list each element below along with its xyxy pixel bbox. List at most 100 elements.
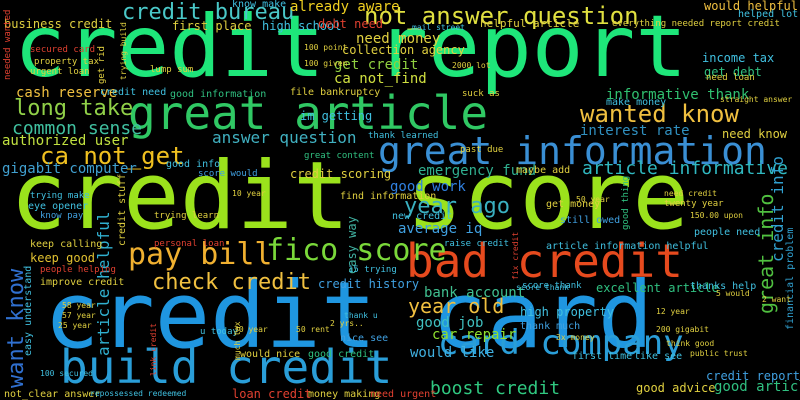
word-eye-opener: eye opener: [28, 201, 89, 212]
word-10-year: 10 year: [232, 189, 266, 198]
word-nice-see: nice see: [340, 333, 389, 344]
word-good-job: good job: [416, 315, 484, 331]
word-check-credit: check credit: [152, 270, 311, 295]
word-already-aware: already aware: [290, 0, 400, 15]
word-straight-answer: straight answer: [720, 95, 793, 104]
word-thanks-help: thanks help: [690, 281, 757, 292]
word-would-nice: would nice: [240, 349, 301, 360]
word-pay-bill: pay bill: [128, 237, 273, 272]
word-financial-problem: financial problem: [785, 227, 796, 330]
word-30-year: 30 year: [234, 325, 268, 334]
word-12-year: 12 year: [656, 307, 690, 316]
word-ca-not-get: ca not_get: [40, 142, 185, 170]
word-article-information-helpful: article information helpful: [546, 241, 709, 252]
word-mail-street: mail street: [412, 23, 465, 32]
word-great-information: great information: [378, 129, 767, 173]
word-authorized-user: authorized user: [2, 133, 129, 149]
word-twenty-year: twenty year: [664, 199, 724, 209]
word-2000-lot: 2000 lot: [452, 61, 491, 70]
word-credit-score: credit score: [10, 142, 690, 251]
word-first-place: first place: [172, 19, 252, 33]
word-high-property: high property: [520, 305, 614, 319]
word-find-information: find information: [340, 191, 437, 202]
word-secured-card: secured card: [30, 45, 96, 55]
word-trying-make: trying make: [30, 191, 90, 201]
word-informative-thank: informative thank: [606, 87, 750, 103]
word-2-yrs: 2 yrs..: [330, 319, 364, 328]
word-know-pay: know pay: [40, 211, 84, 221]
word-credit-history: credit history: [318, 277, 420, 291]
word-25-year: 25 year: [58, 321, 92, 330]
word-15-trying: 15 trying: [348, 265, 397, 275]
word-58-year: 58 year: [62, 301, 96, 310]
word-build-credit: build credit: [60, 340, 393, 394]
word-credit-reporting: credit reporting: [706, 369, 800, 383]
word-file-bankruptcy: file bankruptcy: [290, 87, 381, 98]
word-good-advice: good advice: [636, 381, 716, 395]
word-year-old: year old: [408, 294, 505, 318]
word-high-school: high school: [262, 19, 342, 33]
word-emergency-fund: emergency fund: [418, 163, 537, 179]
word-cash-reserve: cash reserve: [16, 85, 118, 101]
word-money-making: money making: [308, 389, 381, 400]
word-100-secured: 100 secured: [40, 369, 93, 378]
word-thank-much: thank much: [520, 321, 581, 332]
word-5-would: 5 would: [716, 289, 750, 298]
word-common-sense: common sense: [12, 118, 143, 139]
word-like-see: like see: [634, 351, 683, 362]
word-good-information: good information: [170, 89, 267, 100]
word-50-year: 50 year: [576, 195, 610, 204]
word-first-time: first time: [572, 351, 633, 362]
word-need-know: need know: [722, 127, 788, 141]
word-credit-stuff: credit stuff: [117, 173, 128, 246]
word-repossessed-redeemed: repossessed redeemed: [90, 389, 187, 398]
word-people-need: people need: [694, 227, 761, 238]
word-new-credit: new credit: [392, 211, 453, 222]
word-50-rent: 50 rent: [296, 325, 330, 334]
word-credit-scoring: credit scoring: [290, 167, 392, 181]
word-answer-question: answer question: [212, 128, 357, 147]
word-make-money: make money: [606, 97, 667, 108]
word-boost-credit: boost credit: [430, 378, 561, 399]
word-everything-needed-report-credit: everything needed report credit: [612, 19, 780, 29]
word-link-credit: link credit: [149, 323, 158, 376]
word-article-informative: article informative: [582, 158, 788, 179]
word-maybe-add: maybe add: [516, 165, 571, 176]
word-great-content: great content: [304, 151, 375, 161]
word-need-urgent: need urgent: [370, 389, 437, 400]
word-get-debt: get debt: [704, 65, 762, 79]
word-helpful-article: helpful article: [480, 17, 580, 30]
word-keep-calling: keep calling: [30, 239, 103, 250]
word-loan-credit: loan credit: [232, 387, 312, 400]
word-would-helpful: would helpful: [704, 0, 798, 13]
word-easy-understand: easy understand: [23, 265, 34, 356]
word-great-article: great article: [128, 86, 489, 140]
word-card-company: card company: [438, 323, 684, 363]
word-trying-build: trying build: [119, 22, 128, 80]
word-urgent-loan: urgent loan: [30, 67, 90, 77]
word-57-year: 57 year: [62, 311, 96, 320]
word-im-getting: im getting: [300, 109, 373, 123]
word-150-upon: 150.00 upon: [690, 211, 743, 220]
word-debt-need: debt need: [318, 17, 384, 31]
word-200-gigabit: 200 gigabit: [656, 325, 709, 334]
word-get-credit: get credit: [334, 57, 419, 73]
word-ca-not-find: ca not_find: [334, 71, 427, 87]
word-good-info: good info: [166, 159, 221, 170]
word-interest-rate: interest rate: [580, 123, 690, 139]
word-thank-learned: thank learned: [368, 131, 439, 141]
word-need-credit: need credit: [664, 189, 717, 198]
word-bank-account: bank account: [424, 285, 526, 301]
word-trying-learn: trying learn: [154, 211, 220, 221]
word-good-article: good article: [714, 379, 800, 395]
word-3x-money: 3x money: [556, 333, 595, 342]
word-gigabit-computer: gigabit computer: [2, 161, 137, 177]
word-improve-credit: improve credit: [40, 277, 125, 288]
word-good-work: good work: [390, 179, 466, 195]
word-score-would: score would: [198, 169, 258, 179]
word-score-thank-2: score thank: [516, 283, 569, 292]
word-collection-agency: collection agency: [342, 43, 465, 57]
word-business-credit: business credit: [4, 17, 113, 31]
word-fico-score: fico score: [266, 233, 447, 268]
word-need-loan: need loan: [706, 73, 755, 83]
